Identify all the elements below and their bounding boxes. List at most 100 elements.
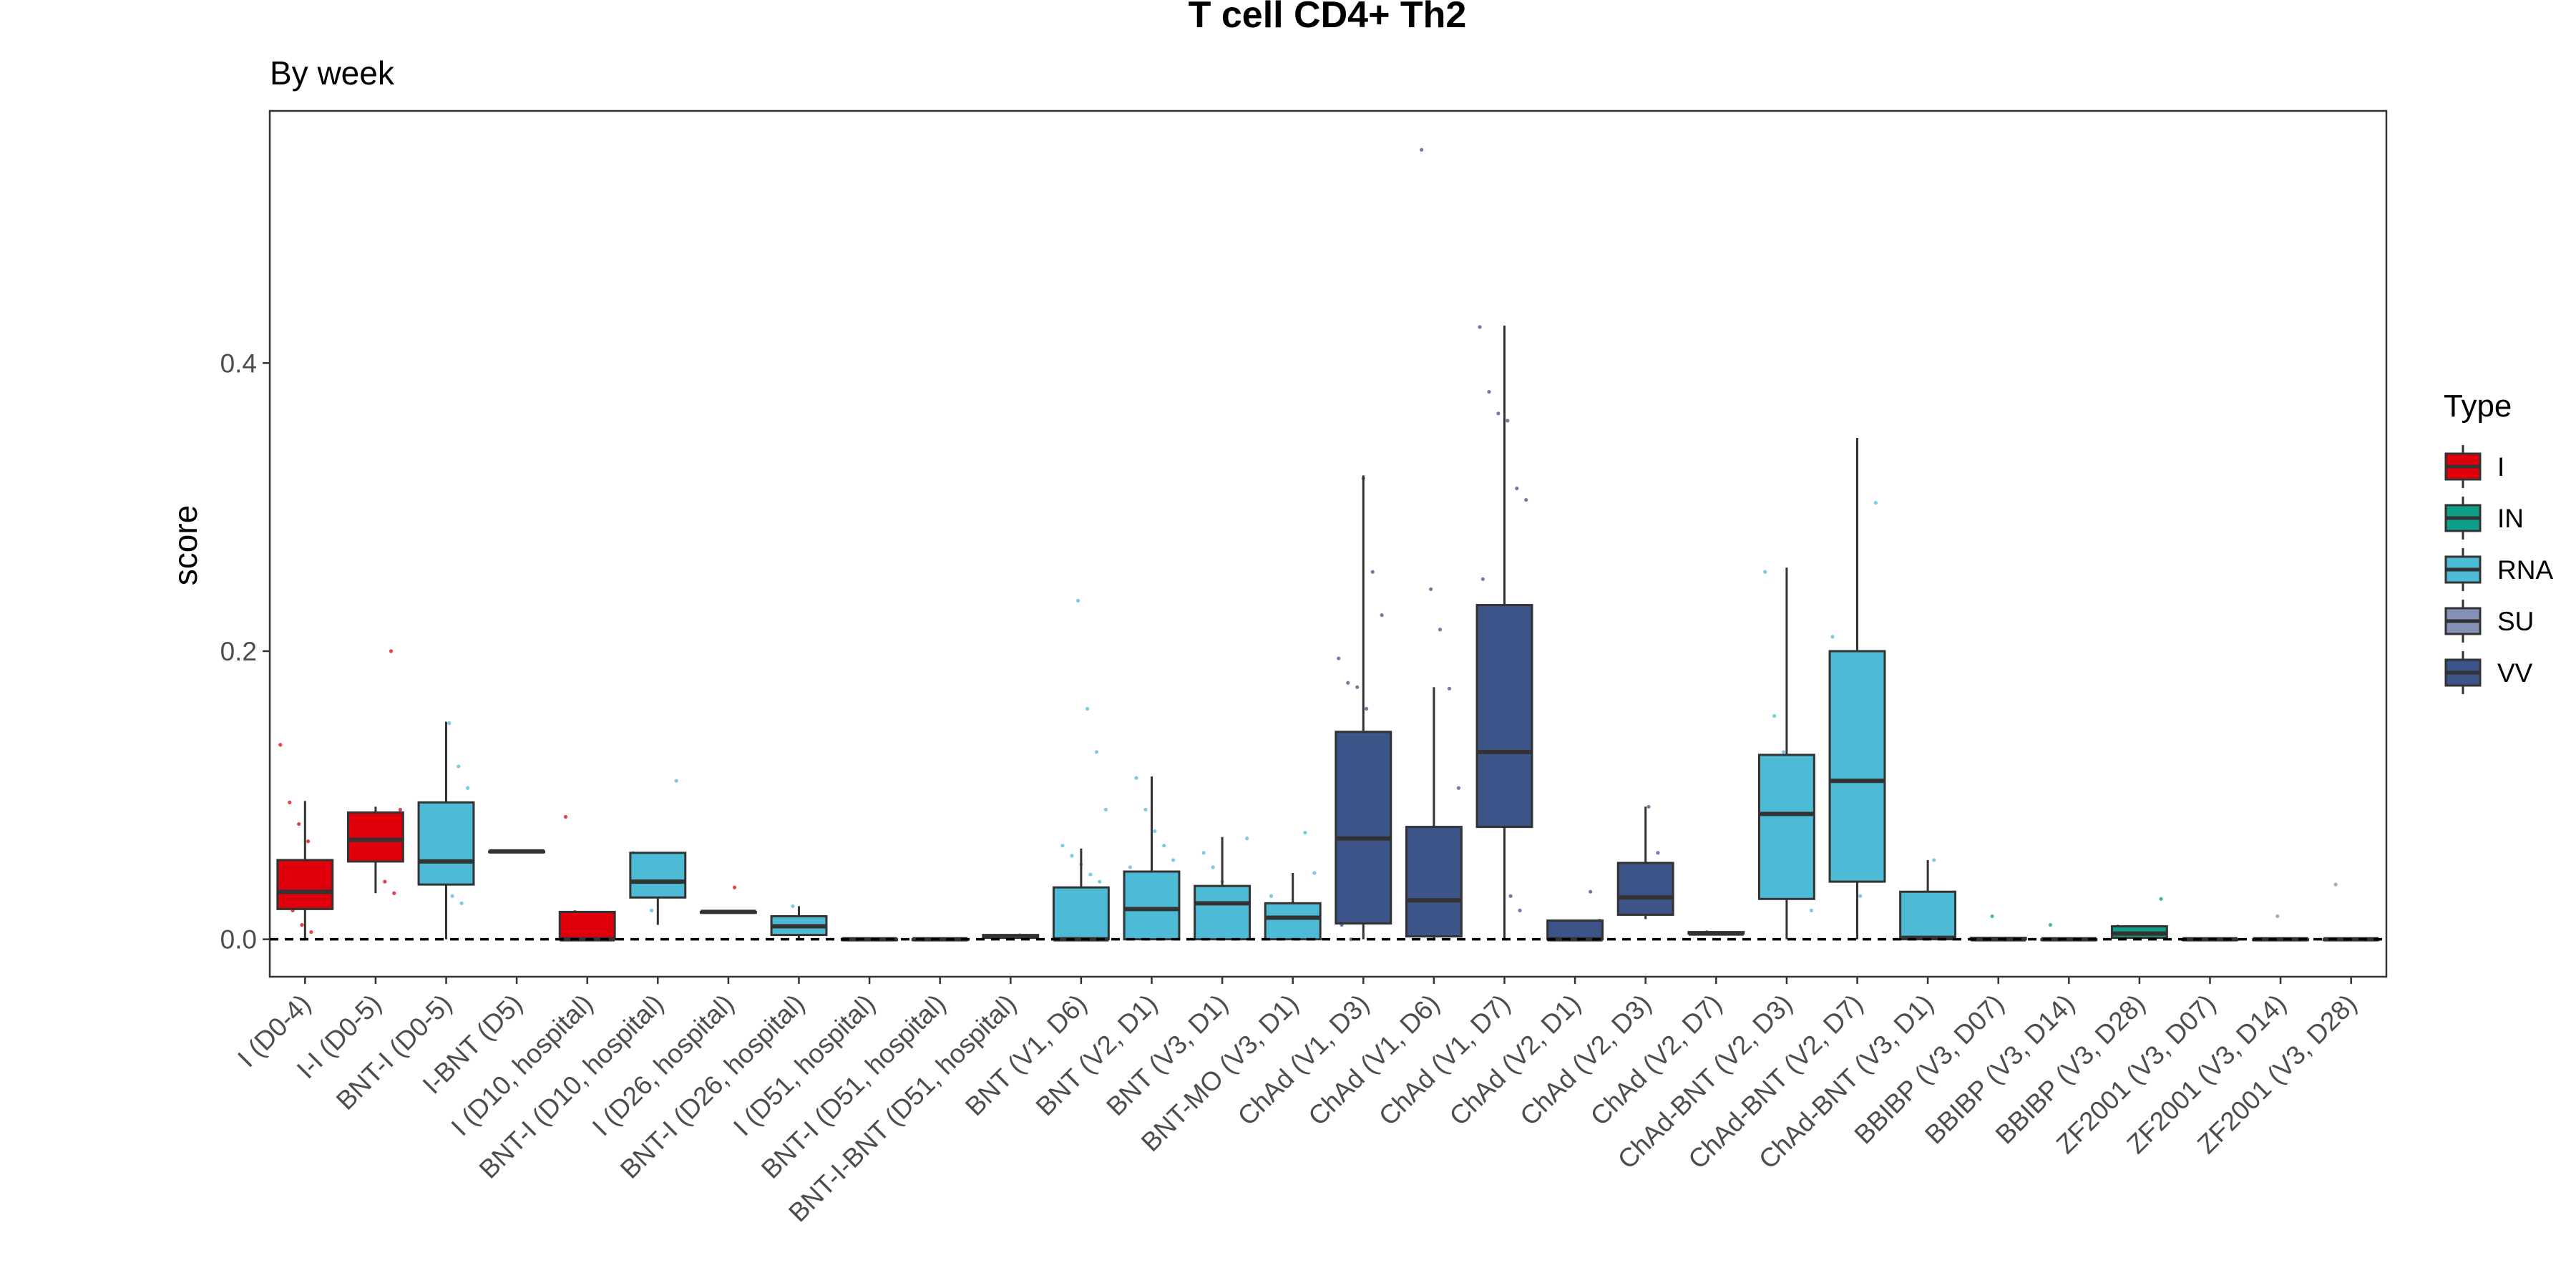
data-point bbox=[1515, 486, 1519, 491]
legend-label: SU bbox=[2497, 607, 2534, 636]
data-point bbox=[791, 904, 795, 908]
panel-border bbox=[268, 109, 2388, 978]
data-point bbox=[1990, 914, 1994, 919]
data-point bbox=[1153, 829, 1157, 834]
data-point bbox=[1103, 807, 1108, 812]
box-body bbox=[1475, 604, 1533, 829]
legend: Type I IN RNA SU VV bbox=[2444, 389, 2553, 694]
data-point bbox=[466, 786, 470, 790]
data-point bbox=[457, 764, 461, 769]
box-14 bbox=[1264, 873, 1322, 941]
box-16 bbox=[1405, 687, 1463, 940]
data-point bbox=[1143, 807, 1148, 812]
data-point bbox=[1094, 750, 1099, 754]
box-15 bbox=[1335, 475, 1392, 940]
data-point bbox=[1496, 411, 1501, 416]
data-point bbox=[1447, 686, 1452, 691]
y-tick-label: 0.2 bbox=[220, 637, 257, 666]
box-body bbox=[1194, 884, 1252, 941]
data-point bbox=[1201, 851, 1206, 855]
box-4 bbox=[558, 910, 616, 942]
data-point bbox=[2159, 897, 2163, 901]
data-point bbox=[732, 885, 737, 889]
data-point bbox=[1518, 908, 1522, 912]
data-point bbox=[1128, 865, 1132, 869]
box-19 bbox=[1616, 806, 1674, 919]
data-point bbox=[1428, 587, 1433, 592]
data-point bbox=[1098, 879, 1102, 884]
box-5 bbox=[629, 852, 687, 925]
data-point bbox=[674, 779, 678, 783]
data-point bbox=[2275, 914, 2280, 919]
data-point bbox=[278, 743, 283, 747]
box-body bbox=[1405, 826, 1463, 938]
data-point bbox=[1070, 854, 1074, 858]
data-point bbox=[459, 901, 464, 905]
data-point bbox=[398, 807, 403, 812]
data-point bbox=[1763, 570, 1767, 574]
box-0 bbox=[276, 801, 334, 940]
x-tick-label: BNT (V2, D1) bbox=[1030, 989, 1163, 1122]
box-2 bbox=[417, 721, 475, 940]
data-point bbox=[1380, 613, 1384, 618]
data-point bbox=[2333, 882, 2338, 887]
y-axis-title: score bbox=[167, 505, 204, 585]
box-body bbox=[276, 859, 334, 910]
data-point bbox=[1346, 680, 1350, 685]
box-body bbox=[417, 801, 475, 886]
box-body bbox=[1546, 919, 1604, 941]
data-point bbox=[1171, 858, 1176, 862]
box-body bbox=[1335, 731, 1392, 925]
box-22 bbox=[1828, 438, 1886, 940]
data-point bbox=[1478, 325, 1482, 329]
data-point bbox=[1524, 497, 1528, 502]
data-point bbox=[1312, 871, 1317, 875]
legend-item-vv: VV bbox=[2444, 651, 2533, 694]
y-tick-label: 0.4 bbox=[220, 348, 257, 378]
legend-item-rna: RNA bbox=[2444, 548, 2553, 591]
data-point bbox=[1932, 858, 1936, 862]
data-point bbox=[563, 814, 568, 819]
x-tick-label: BNT (V3, D1) bbox=[1101, 989, 1234, 1122]
box-body bbox=[1616, 862, 1674, 916]
data-point bbox=[1487, 389, 1491, 394]
chart-subtitle: By week bbox=[270, 54, 395, 92]
data-point bbox=[1830, 635, 1835, 639]
y-tick-label: 0.0 bbox=[220, 925, 257, 955]
data-point bbox=[309, 930, 313, 935]
data-point bbox=[1781, 750, 1786, 754]
data-point bbox=[1162, 844, 1166, 848]
data-point bbox=[447, 721, 452, 726]
data-point bbox=[1337, 656, 1341, 660]
data-point bbox=[1303, 831, 1307, 835]
box-18 bbox=[1546, 919, 1604, 942]
box-26 bbox=[2110, 925, 2168, 940]
box-11 bbox=[1052, 848, 1110, 942]
data-point bbox=[1506, 419, 1510, 423]
data-point bbox=[389, 649, 394, 653]
data-point bbox=[297, 821, 301, 826]
box-17 bbox=[1475, 325, 1533, 940]
legend-label: I bbox=[2497, 452, 2504, 482]
box-body bbox=[1828, 650, 1886, 883]
x-tick-label: BNT (V1, D6) bbox=[960, 989, 1093, 1122]
box-21 bbox=[1757, 567, 1815, 940]
data-point bbox=[1480, 577, 1485, 581]
box-7 bbox=[770, 906, 828, 940]
box-body bbox=[1899, 890, 1957, 941]
data-point bbox=[1245, 836, 1249, 841]
data-point bbox=[1508, 894, 1513, 898]
box-20 bbox=[1687, 931, 1745, 936]
legend-label: IN bbox=[2497, 504, 2524, 533]
data-point bbox=[1088, 872, 1093, 877]
data-point bbox=[1211, 865, 1215, 869]
legend-label: RNA bbox=[2497, 555, 2553, 585]
box-body bbox=[558, 910, 616, 941]
data-point bbox=[300, 922, 304, 927]
data-point bbox=[650, 908, 654, 912]
legend-item-in: IN bbox=[2444, 497, 2524, 540]
box-body bbox=[629, 852, 687, 899]
box-body bbox=[1264, 902, 1322, 941]
data-point bbox=[1370, 570, 1375, 574]
legend-item-su: SU bbox=[2444, 600, 2534, 643]
